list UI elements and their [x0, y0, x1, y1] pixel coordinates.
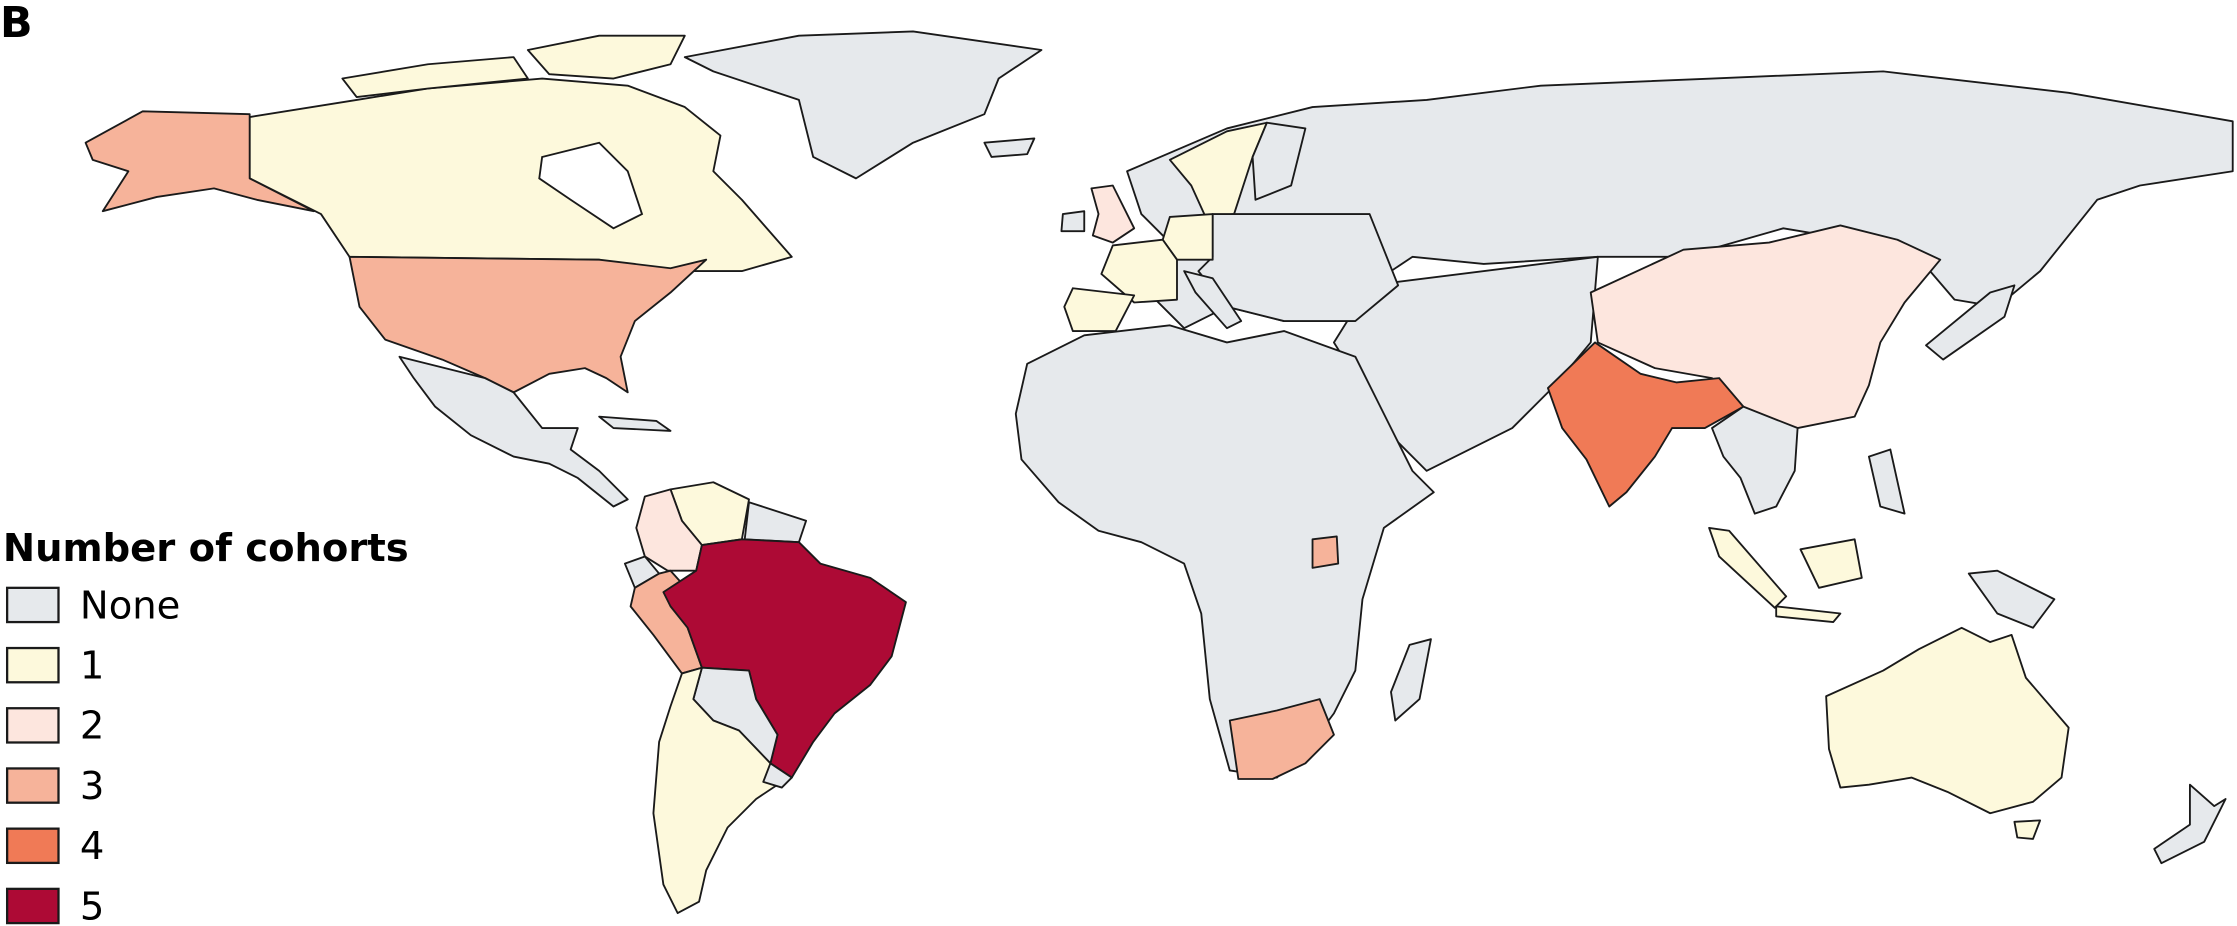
country	[1799, 538, 1863, 589]
country	[2013, 819, 2042, 840]
legend-label: 1	[80, 644, 105, 689]
legend-swatch	[5, 707, 60, 744]
country	[662, 538, 907, 779]
legend-swatch	[5, 827, 60, 865]
country	[526, 34, 686, 80]
country	[2153, 783, 2227, 865]
country	[1197, 213, 1400, 322]
country	[1390, 638, 1432, 722]
country	[1161, 213, 1214, 261]
hudson-bay	[538, 141, 644, 230]
country	[652, 666, 783, 915]
country	[598, 415, 672, 432]
legend-title: Number of cohorts	[3, 526, 409, 571]
country	[84, 110, 315, 213]
country	[743, 501, 807, 544]
country	[1100, 238, 1178, 304]
country	[1546, 341, 1745, 508]
legend-label: 4	[80, 824, 105, 869]
country	[683, 30, 1043, 180]
country	[1311, 535, 1340, 569]
legend-label: 2	[80, 704, 105, 749]
legend-swatch	[5, 646, 60, 684]
country	[1708, 526, 1788, 609]
legend-swatch	[5, 586, 60, 624]
legend-label: None	[80, 583, 180, 628]
panel-label: B	[0, 0, 33, 48]
country	[1228, 698, 1335, 780]
country	[1183, 270, 1243, 330]
country	[1589, 224, 1942, 429]
legend: Number of cohorts None 1 2 3 4 5	[3, 526, 409, 926]
country	[1967, 569, 2056, 629]
country	[248, 77, 793, 280]
legend-label: 5	[80, 884, 105, 926]
countries	[84, 30, 2234, 915]
country	[1014, 324, 1435, 779]
country	[1825, 626, 2070, 815]
country	[341, 56, 529, 98]
country	[1867, 448, 1906, 515]
country	[1711, 405, 1799, 515]
legend-swatch	[5, 887, 60, 925]
country	[1090, 184, 1136, 244]
country	[1168, 121, 1268, 218]
country	[762, 762, 793, 789]
legend-label: 3	[80, 764, 105, 809]
legend-swatch	[5, 767, 60, 804]
country	[983, 137, 1036, 158]
country	[1925, 284, 2016, 361]
country	[398, 355, 629, 508]
country	[348, 255, 708, 394]
country	[1251, 121, 1307, 201]
country	[1063, 287, 1136, 332]
country	[1060, 210, 1086, 233]
country	[1775, 605, 1842, 623]
